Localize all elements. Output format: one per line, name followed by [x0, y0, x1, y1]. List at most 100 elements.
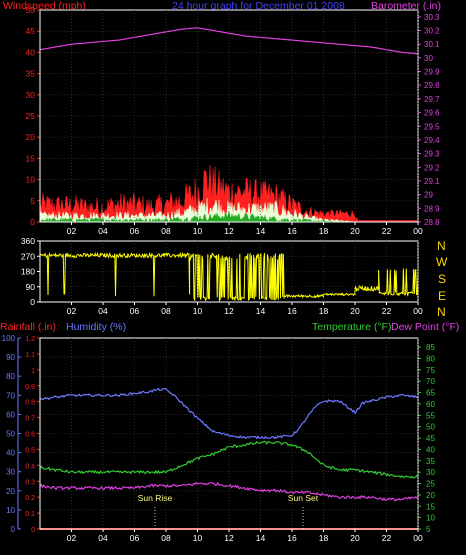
- th-xtick-label: 10: [193, 533, 203, 543]
- event-label: Sun Set: [288, 493, 319, 503]
- wind-ytick-label: 25: [26, 111, 36, 121]
- dir-xtick-label: 12: [224, 306, 234, 316]
- temp-ytick-label: 20: [426, 491, 435, 500]
- th-xtick-label: 02: [67, 533, 77, 543]
- temp-ytick-label: 75: [426, 366, 435, 375]
- baro-ytick-label: 30: [424, 54, 433, 63]
- humidity-ytick-label: 40: [6, 449, 15, 458]
- dewpoint-line: [39, 481, 419, 502]
- dir-xtick-label: 04: [98, 306, 108, 316]
- compass-n-top: N: [437, 239, 446, 253]
- dir-ytick-label: 270: [21, 251, 35, 261]
- rain-ytick-label: 1.1: [25, 352, 35, 359]
- wind-xtick-label: 10: [193, 226, 203, 236]
- dir-xtick-label: 06: [130, 306, 140, 316]
- wind-direction-panel: 0 90 180 270 360 02 04 06 08 10 12 14 16 18 20 22 00: [21, 236, 423, 316]
- wind-ytick-label: 40: [26, 47, 36, 57]
- temp-ytick-label: 30: [426, 468, 435, 477]
- temp-ytick-label: 50: [426, 423, 435, 432]
- humidity-ytick-label: 80: [6, 372, 15, 381]
- baro-ytick-label: 29: [424, 191, 433, 200]
- wind-xtick-label: 18: [319, 226, 329, 236]
- rain-ytick-label: 0.1: [25, 511, 35, 518]
- dir-xtick-label: 20: [350, 306, 360, 316]
- rain-ytick-label: 0.4: [25, 463, 35, 470]
- compass-n-bottom: N: [437, 305, 446, 319]
- dir-xtick-label: 10: [193, 306, 203, 316]
- wind-ytick-label: 0: [30, 217, 35, 227]
- baro-ytick-label: 29.7: [424, 95, 440, 104]
- dir-ytick-label: 180: [21, 267, 35, 277]
- windspeed-axis-title: Windspeed (mph): [3, 0, 86, 12]
- baro-ytick-label: 29.1: [424, 177, 440, 186]
- baro-ytick-label: 29.2: [424, 163, 440, 172]
- temp-ytick-label: 45: [426, 434, 435, 443]
- th-xtick-label: 12: [224, 533, 234, 543]
- th-xtick-label: 00: [413, 533, 423, 543]
- wind-xtick-label: 08: [161, 226, 171, 236]
- wind-ytick-label: 45: [26, 26, 36, 36]
- baro-ytick-label: 28.9: [424, 204, 440, 213]
- rain-ytick-label: 0.3: [25, 479, 35, 486]
- wind-xtick-label: 04: [98, 226, 108, 236]
- wind-ytick-label: 5: [30, 196, 35, 206]
- wind-xtick-label: 22: [382, 226, 392, 236]
- wind-xtick-label: 16: [287, 226, 297, 236]
- th-xtick-label: 20: [350, 533, 360, 543]
- humidity-ytick-label: 90: [6, 353, 15, 362]
- th-xtick-label: 06: [130, 533, 140, 543]
- wind-xtick-label: 02: [67, 226, 77, 236]
- compass-letters: N W S E N: [436, 239, 448, 319]
- wind-xtick-label: 06: [130, 226, 140, 236]
- baro-ytick-label: 29.8: [424, 81, 440, 90]
- temp-ytick-label: 40: [426, 445, 435, 454]
- humidity-ytick-label: 10: [6, 506, 15, 515]
- rain-ytick-label: 0.8: [25, 400, 35, 407]
- dir-ytick-label: 0: [30, 297, 35, 307]
- humidity-ytick-label: 0: [11, 525, 16, 534]
- baro-ytick-label: 29.6: [424, 109, 440, 118]
- baro-ytick-label: 30.2: [424, 27, 440, 36]
- compass-s: S: [438, 272, 446, 286]
- temp-ytick-label: 55: [426, 411, 435, 420]
- wind-ytick-label: 10: [26, 175, 36, 185]
- temp-ytick-label: 80: [426, 354, 435, 363]
- baro-ytick-label: 30.3: [424, 13, 440, 22]
- rain-ytick-label: 0.9: [25, 384, 35, 391]
- wind-ytick-label: 35: [26, 69, 36, 79]
- temp-ytick-label: 35: [426, 457, 435, 466]
- humidity-ytick-label: 50: [6, 430, 15, 439]
- humidity-ytick-label: 100: [2, 334, 16, 343]
- dir-xtick-label: 08: [161, 306, 171, 316]
- wind-xtick-label: 00: [413, 226, 423, 236]
- th-xtick-label: 08: [161, 533, 171, 543]
- humidity-ytick-label: 60: [6, 410, 15, 419]
- dir-xtick-label: 16: [287, 306, 297, 316]
- th-xtick-label: 04: [98, 533, 108, 543]
- event-label: Sun Rise: [138, 493, 173, 503]
- rain-ytick-label: 0.2: [25, 495, 35, 502]
- dir-xtick-label: 02: [67, 306, 77, 316]
- temp-ytick-label: 5: [426, 525, 431, 534]
- compass-w: W: [436, 255, 448, 269]
- wind-ytick-label: 50: [26, 5, 36, 15]
- rain-ytick-label: 0.7: [25, 416, 35, 423]
- th-xtick-label: 18: [319, 533, 329, 543]
- temp-ytick-label: 85: [426, 343, 435, 352]
- temp-ytick-label: 60: [426, 400, 435, 409]
- dewpoint-axis-title: Dew Point (°F): [391, 321, 459, 333]
- rain-ytick-label: 1: [31, 368, 35, 375]
- temp-ytick-label: 65: [426, 389, 435, 398]
- th-xtick-label: 22: [382, 533, 392, 543]
- th-xtick-label: 16: [287, 533, 297, 543]
- dir-xtick-label: 14: [256, 306, 266, 316]
- dir-ytick-label: 90: [26, 282, 36, 292]
- temperature-axis-title: Temperature (°F): [312, 321, 391, 333]
- dir-ytick-label: 360: [21, 236, 35, 246]
- temp-ytick-label: 25: [426, 480, 435, 489]
- barometer-axis-title: Barometer (.in): [371, 0, 441, 12]
- temp-ytick-label: 15: [426, 502, 435, 511]
- humidity-ytick-label: 30: [6, 468, 15, 477]
